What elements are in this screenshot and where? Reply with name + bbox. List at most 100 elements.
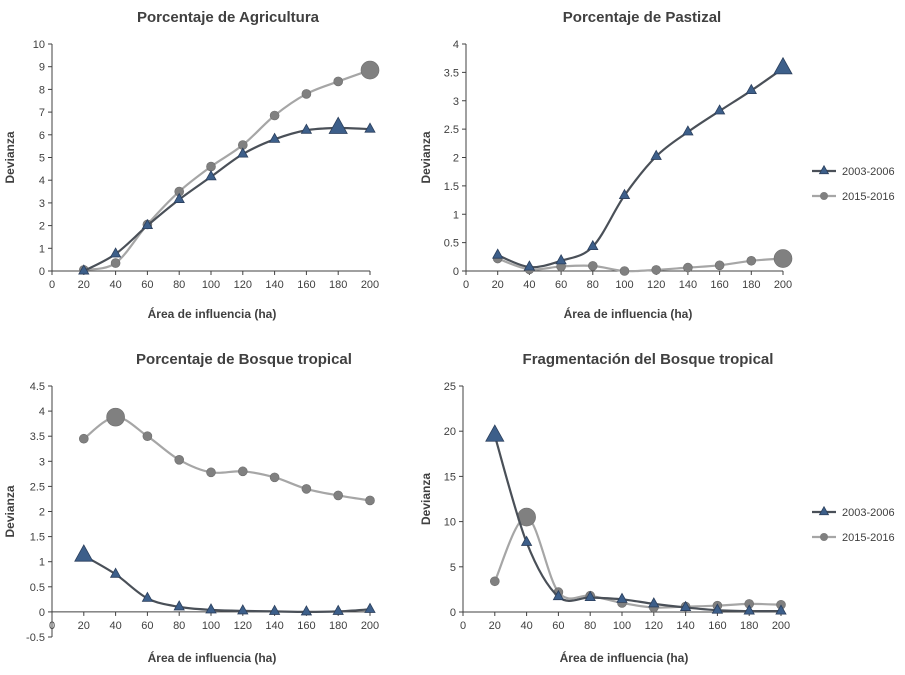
x-tick-label: 160 <box>708 620 726 632</box>
data-point-2015-2016 <box>269 472 280 483</box>
series-line-2015-2016 <box>497 257 784 273</box>
x-tick-label: 160 <box>710 279 728 291</box>
x-tick-label: 160 <box>297 620 315 632</box>
x-tick-label: 100 <box>615 279 633 291</box>
x-tick-label: 200 <box>774 279 792 291</box>
x-tick-label: 200 <box>361 620 379 632</box>
x-tick-label: 180 <box>740 620 758 632</box>
x-tick-label: 20 <box>492 279 504 291</box>
data-point-2003-2006 <box>552 589 565 601</box>
data-point-2003-2006 <box>618 188 631 199</box>
x-tick-label: 100 <box>202 279 220 291</box>
x-tick-label: 180 <box>742 279 760 291</box>
data-point-2003-2006 <box>364 602 376 613</box>
y-tick-label: 6 <box>39 130 45 142</box>
data-point-2015-2016 <box>746 255 757 266</box>
data-point-2015-2016 <box>269 110 280 121</box>
y-axis-label: Devianza <box>3 131 17 183</box>
chart-panel-3: Porcentaje de Bosque tropical -0.5 0 0.5 1 1.… <box>3 351 379 665</box>
data-point-2015-2016 <box>489 576 500 587</box>
x-tick-label: 0 <box>460 620 466 632</box>
data-point-2015-2016 <box>365 495 375 506</box>
series-line-2003-2006 <box>497 67 784 269</box>
data-point-2003-2006 <box>300 605 313 616</box>
y-tick-label: 10 <box>33 39 45 51</box>
y-tick-label: 2.5 <box>30 481 45 493</box>
y-axis-label: Devianza <box>419 473 433 525</box>
series-line-2015-2016 <box>493 515 782 609</box>
data-point-2003-2006 <box>584 590 596 601</box>
x-tick-label: 80 <box>584 620 596 632</box>
data-point-2003-2006 <box>745 83 757 94</box>
x-axis-label: Área de influencia (ha) <box>148 650 277 665</box>
y-tick-label: 1 <box>39 557 45 569</box>
legend-1: 2003-2006 2015-2016 <box>812 164 895 203</box>
chart-title: Fragmentación del Bosque tropical <box>523 351 774 368</box>
data-point-2003-2006 <box>520 535 533 546</box>
data-point-2003-2006 <box>332 604 344 615</box>
data-point-2003-2006 <box>109 247 122 258</box>
data-point-2015-2016 <box>301 484 312 494</box>
x-tick-label: 200 <box>361 279 379 291</box>
data-point-2003-2006 <box>773 56 793 75</box>
x-tick-label: 0 <box>49 279 55 291</box>
data-point-2003-2006 <box>492 248 504 259</box>
y-tick-label: 15 <box>444 471 456 483</box>
data-point-2003-2006 <box>616 592 628 603</box>
data-point-2015-2016 <box>79 433 89 444</box>
data-point-2003-2006 <box>237 147 249 158</box>
chart-title: Porcentaje de Agricultura <box>137 9 320 26</box>
legend-label: 2003-2006 <box>842 166 895 178</box>
y-tick-label: 3 <box>453 96 459 108</box>
series-line-2003-2006 <box>83 554 371 614</box>
data-point-2003-2006 <box>648 597 660 608</box>
y-tick-label: 3.5 <box>30 431 45 443</box>
x-tick-label: 160 <box>297 279 315 291</box>
y-tick-label: 0.5 <box>30 582 45 594</box>
y-tick-label: 2 <box>39 221 45 233</box>
x-tick-label: 180 <box>329 279 347 291</box>
data-point-2003-2006 <box>555 254 567 265</box>
y-tick-label: 0 <box>453 266 459 278</box>
legend-label: 2003-2006 <box>842 507 895 519</box>
y-tick-label: 1.5 <box>444 181 459 193</box>
y-axis-label: Devianza <box>419 131 433 183</box>
data-point-2003-2006 <box>205 170 217 181</box>
x-tick-label: 120 <box>234 620 252 632</box>
x-tick-label: 120 <box>234 279 252 291</box>
data-point-2015-2016 <box>360 60 380 80</box>
data-point-2003-2006 <box>711 603 724 614</box>
data-point-2015-2016 <box>206 161 216 172</box>
x-axis-label: Área de influencia (ha) <box>560 650 689 665</box>
y-tick-label: 7 <box>39 107 45 119</box>
x-tick-label: 200 <box>772 620 790 632</box>
legend-2: 2003-2006 2015-2016 <box>812 505 895 544</box>
data-point-2003-2006 <box>141 218 154 230</box>
data-point-2015-2016 <box>651 265 662 275</box>
y-tick-label: 8 <box>39 84 45 96</box>
data-point-2003-2006 <box>300 123 313 134</box>
x-tick-label: 20 <box>489 620 501 632</box>
y-tick-label: 5 <box>39 153 45 165</box>
legend-label: 2015-2016 <box>842 532 895 544</box>
data-point-2003-2006 <box>237 604 249 615</box>
data-point-2003-2006 <box>682 125 694 136</box>
data-point-2003-2006 <box>713 104 726 115</box>
chart-panel-4: Fragmentación del Bosque tropical 0 5 10 15 2… <box>419 351 790 665</box>
x-tick-label: 140 <box>265 620 283 632</box>
y-tick-label: 3.5 <box>444 67 459 79</box>
legend-swatch-marker <box>818 164 830 175</box>
series-line-2003-2006 <box>493 435 782 613</box>
data-point-2003-2006 <box>364 122 376 133</box>
y-tick-label: 9 <box>39 62 45 74</box>
data-point-2015-2016 <box>714 260 725 271</box>
y-tick-label: 2.5 <box>444 124 459 136</box>
x-tick-label: 0 <box>463 279 469 291</box>
data-point-2015-2016 <box>333 490 344 501</box>
x-tick-label: 60 <box>141 620 153 632</box>
data-point-2003-2006 <box>173 192 185 203</box>
data-point-2003-2006 <box>109 567 122 578</box>
y-tick-label: 5 <box>450 562 456 574</box>
